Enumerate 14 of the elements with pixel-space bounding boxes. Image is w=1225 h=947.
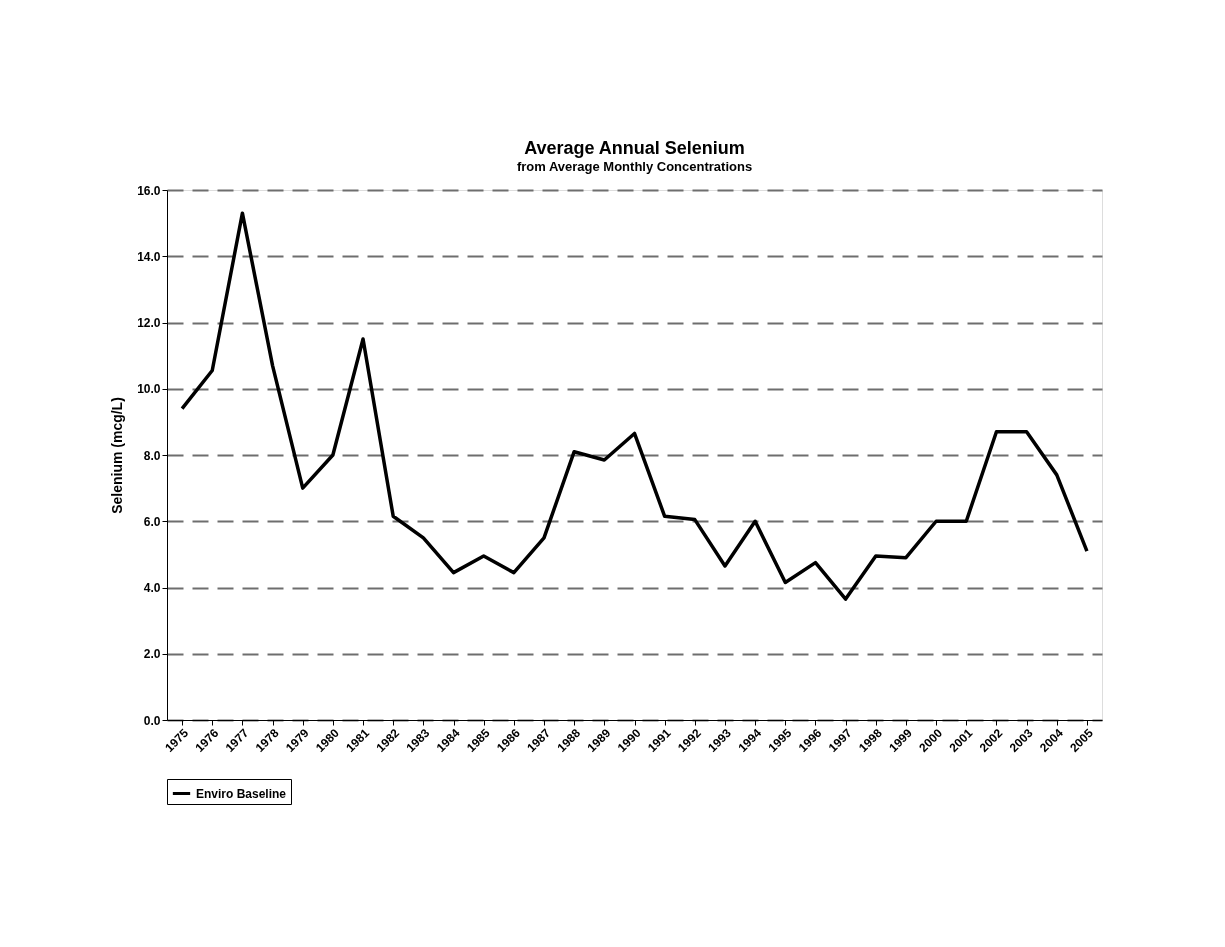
legend-label: Enviro Baseline — [196, 786, 287, 801]
chart-title: Average Annual Selenium — [524, 138, 745, 158]
y-axis-title: Selenium (mcg/L) — [109, 397, 126, 514]
y-tick-label: 4.0 — [143, 581, 161, 595]
y-tick-label: 2.0 — [143, 647, 161, 662]
chart-subtitle: from Average Monthly Concentrations — [516, 159, 753, 174]
y-tick-label: 12.0 — [137, 316, 161, 330]
y-tick-label: 10.0 — [137, 382, 161, 397]
y-tick-label: 16.0 — [137, 183, 161, 198]
y-tick-label: 8.0 — [143, 448, 161, 463]
line-series — [180, 211, 1089, 601]
y-tick-label: 14.0 — [137, 249, 161, 264]
y-tick-label: 0.0 — [143, 713, 161, 728]
y-tick-label: 6.0 — [143, 514, 161, 529]
